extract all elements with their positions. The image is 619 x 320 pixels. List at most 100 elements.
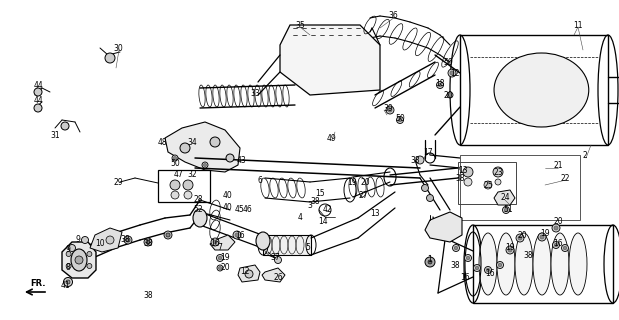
Circle shape (447, 92, 453, 98)
Text: 50: 50 (170, 158, 180, 167)
Circle shape (213, 240, 217, 244)
Circle shape (170, 180, 180, 190)
Text: 52: 52 (193, 205, 203, 214)
Circle shape (184, 191, 192, 199)
Circle shape (448, 69, 456, 77)
Circle shape (245, 270, 253, 278)
Circle shape (166, 233, 170, 237)
Circle shape (217, 254, 223, 261)
Circle shape (124, 236, 132, 244)
Text: 39: 39 (383, 103, 393, 113)
Text: 20: 20 (517, 230, 527, 239)
Circle shape (126, 238, 130, 242)
Text: 4: 4 (298, 213, 303, 222)
Circle shape (64, 277, 72, 286)
Text: 47: 47 (173, 170, 183, 179)
Circle shape (82, 236, 89, 244)
Text: 19: 19 (220, 253, 230, 262)
Circle shape (426, 195, 433, 202)
Circle shape (563, 246, 567, 250)
Circle shape (146, 240, 150, 244)
Circle shape (474, 265, 480, 271)
Text: 38: 38 (143, 238, 153, 247)
Text: 42: 42 (322, 205, 332, 214)
Text: 1: 1 (428, 255, 433, 265)
Text: 12: 12 (240, 268, 249, 276)
Circle shape (487, 268, 490, 272)
Circle shape (233, 231, 241, 239)
Circle shape (503, 206, 509, 213)
Circle shape (386, 106, 394, 114)
Polygon shape (238, 265, 260, 282)
Circle shape (66, 280, 70, 284)
Bar (158, 170, 210, 202)
Text: 20: 20 (360, 178, 370, 187)
Circle shape (226, 154, 234, 162)
Text: 15: 15 (315, 188, 325, 197)
Circle shape (173, 156, 176, 159)
Circle shape (34, 104, 42, 112)
Text: 16: 16 (210, 238, 220, 247)
Text: 20: 20 (220, 263, 230, 273)
Circle shape (552, 224, 560, 232)
Text: 10: 10 (95, 238, 105, 247)
Circle shape (87, 252, 92, 257)
Text: 38: 38 (455, 173, 465, 182)
Circle shape (388, 108, 392, 112)
Text: 20: 20 (443, 91, 453, 100)
Circle shape (463, 167, 473, 177)
Circle shape (397, 116, 404, 124)
Text: 7: 7 (217, 244, 222, 252)
Polygon shape (210, 235, 235, 250)
Text: 27: 27 (358, 191, 368, 201)
Circle shape (449, 93, 451, 97)
Text: 28: 28 (193, 196, 203, 204)
Ellipse shape (515, 233, 533, 295)
Circle shape (235, 233, 239, 237)
Text: FR.: FR. (30, 278, 46, 287)
Circle shape (210, 137, 220, 147)
Text: 13: 13 (370, 209, 380, 218)
Ellipse shape (193, 209, 207, 227)
Text: 13: 13 (458, 165, 468, 174)
Circle shape (454, 246, 457, 250)
Circle shape (61, 122, 69, 130)
Polygon shape (425, 212, 462, 242)
Text: 38: 38 (143, 291, 153, 300)
Bar (263, 235, 311, 255)
Circle shape (538, 233, 546, 241)
Text: 21: 21 (553, 161, 563, 170)
Text: 17: 17 (423, 148, 433, 156)
Text: 26: 26 (273, 274, 283, 283)
Circle shape (561, 244, 568, 252)
Circle shape (274, 257, 282, 263)
Text: 37: 37 (270, 253, 280, 262)
Circle shape (416, 156, 424, 164)
Text: 51: 51 (503, 205, 513, 214)
Circle shape (438, 83, 442, 87)
Circle shape (69, 244, 76, 252)
Text: 24: 24 (500, 194, 510, 203)
Polygon shape (165, 122, 240, 172)
Circle shape (484, 181, 492, 189)
Ellipse shape (256, 232, 270, 250)
Text: 16: 16 (553, 238, 563, 247)
Circle shape (466, 256, 470, 260)
Text: 2: 2 (582, 150, 587, 159)
Text: 38: 38 (410, 156, 420, 164)
Ellipse shape (71, 249, 87, 271)
Circle shape (87, 263, 92, 268)
Circle shape (498, 263, 502, 267)
Circle shape (211, 238, 219, 246)
Text: 38: 38 (310, 197, 320, 206)
Text: 16: 16 (235, 230, 245, 239)
Circle shape (75, 256, 83, 264)
Text: 38: 38 (120, 236, 130, 244)
Bar (458, 162, 516, 204)
Ellipse shape (494, 53, 589, 127)
Polygon shape (280, 25, 380, 95)
Circle shape (204, 164, 207, 166)
Text: 41: 41 (60, 281, 70, 290)
Circle shape (428, 260, 432, 264)
Circle shape (398, 118, 402, 122)
